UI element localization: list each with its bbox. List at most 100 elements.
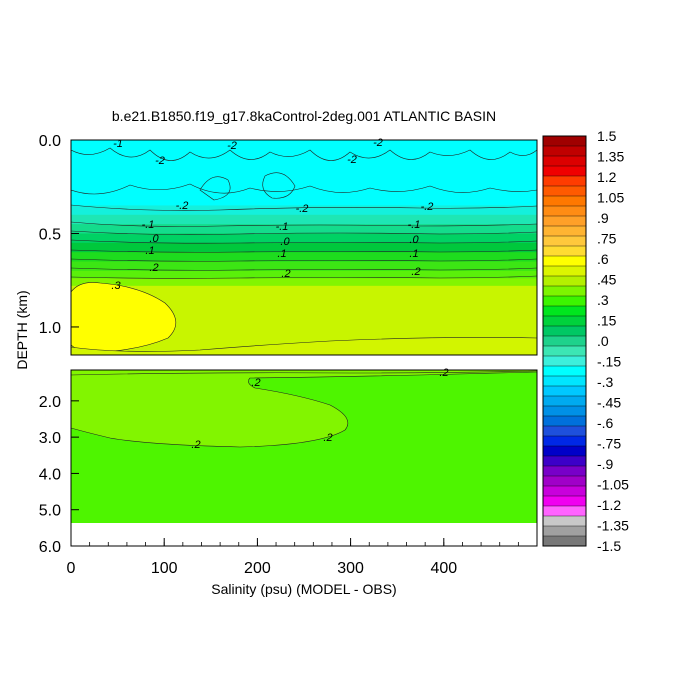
colorbar-swatch [542, 435, 587, 447]
colorbar-swatch [542, 245, 587, 257]
colorbar-swatch [542, 135, 587, 147]
y-axis-label: DEPTH (km) [14, 290, 30, 369]
x-tick-label: 100 [151, 560, 178, 577]
band-5 [71, 242, 537, 253]
contour-label: -2 [373, 137, 383, 149]
contour-line [71, 204, 537, 211]
region-light-green-tongue [71, 370, 537, 448]
colorbar-label: .15 [597, 313, 617, 329]
contour-label: -.2 [296, 203, 309, 215]
contour-label: .2 [281, 268, 290, 280]
upper-panel-contours [71, 147, 537, 279]
contour-line [71, 230, 537, 235]
contour-line [71, 183, 537, 195]
colorbar-swatch [542, 175, 587, 187]
colorbar-label: -1.2 [597, 497, 621, 513]
colorbar-swatch [542, 425, 587, 437]
colorbar-label: -.3 [597, 374, 614, 390]
x-tick-label: 400 [430, 560, 457, 577]
contour-label: -.1 [408, 219, 421, 231]
contour-label: -2 [347, 154, 357, 166]
contour-line [262, 172, 296, 199]
colorbar-swatch [542, 205, 587, 217]
colorbar-label: .3 [597, 292, 609, 308]
colorbar-label: -1.35 [597, 518, 629, 534]
contour-label: -.2 [176, 200, 189, 212]
colorbar-label: .75 [597, 231, 617, 247]
colorbar-label: -.15 [597, 354, 621, 370]
colorbar: 1.5 1.35 1.2 1.05 .9 .75 .6 .45 .3 .15 .0 -.15 -.3 -.… [542, 128, 629, 554]
x-axis: 0 100 200 300 400 [67, 538, 457, 577]
colorbar-swatch [542, 285, 587, 297]
contour-label: .0 [149, 233, 159, 245]
y-tick-label: 4.0 [39, 466, 61, 483]
colorbar-swatch [542, 375, 587, 387]
contour-label: .2 [149, 262, 158, 274]
colorbar-swatch [542, 415, 587, 427]
colorbar-label: 1.5 [597, 128, 617, 144]
colorbar-swatch [542, 305, 587, 317]
y-axis-lower: 2.0 3.0 4.0 5.0 6.0 [39, 394, 79, 556]
colorbar-label: 1.2 [597, 169, 617, 185]
colorbar-swatch [542, 515, 587, 527]
colorbar-swatch [542, 255, 587, 267]
band-9 [71, 278, 537, 287]
colorbar-label: -.6 [597, 415, 614, 431]
contour-line [199, 176, 231, 201]
chart-title: b.e21.B1850.f19_g17.8kaControl-2deg.001 … [112, 108, 496, 124]
colorbar-swatch [542, 265, 587, 277]
colorbar-swatch [542, 275, 587, 287]
contour-label: -2 [227, 140, 237, 152]
y-tick-label: 6.0 [39, 539, 61, 556]
contour-line [71, 221, 537, 227]
colorbar-swatch [542, 535, 587, 547]
upper-contour-labels: -1-2-2-2-2-.2 -.2 -.2-.1 -.1 -.1.0.0.0.1.1.1… [111, 137, 433, 292]
contour-label: .3 [111, 280, 121, 292]
colorbar-swatch [542, 325, 587, 337]
colorbar-label: 1.35 [597, 149, 624, 165]
y-tick-label: 1.0 [39, 320, 61, 337]
colorbar-frame [542, 135, 587, 547]
band-4 [71, 233, 537, 244]
y-tick-label: 5.0 [39, 503, 61, 520]
colorbar-swatch [542, 405, 587, 417]
contour-label: -.2 [421, 201, 434, 213]
contour-line [71, 267, 537, 271]
contour-label: .2 [251, 377, 260, 389]
colorbar-swatch [542, 315, 587, 327]
colorbar-swatch [542, 295, 587, 307]
colorbar-swatch [542, 185, 587, 197]
colorbar-swatch [542, 505, 587, 517]
x-axis-label: Salinity (psu) (MODEL - OBS) [211, 581, 396, 597]
band-3 [71, 224, 537, 234]
colorbar-label: .45 [597, 272, 617, 288]
y-tick-label: 0.5 [39, 226, 61, 243]
colorbar-swatch [542, 365, 587, 377]
band-8 [71, 270, 537, 279]
x-tick-label: 300 [337, 560, 364, 577]
colorbar-label: .6 [597, 251, 609, 267]
lower-panel: .2 .2 .2 .2 [70, 367, 538, 547]
contour-label: .2 [411, 266, 420, 278]
colorbar-swatch [542, 145, 587, 157]
band-2 [71, 214, 537, 225]
colorbar-swatch [542, 495, 587, 507]
contour-label: -.1 [142, 219, 155, 231]
colorbar-swatch [542, 215, 587, 227]
colorbar-swatch [542, 395, 587, 407]
colorbar-swatch [542, 475, 587, 487]
colorbar-swatch [542, 485, 587, 497]
y-tick-label: 3.0 [39, 430, 61, 447]
contour-line [71, 275, 537, 279]
contour-label: .1 [145, 245, 154, 257]
upper-panel: -1-2-2-2-2-.2 -.2 -.2-.1 -.1 -.1.0.0.0.1.1.1… [70, 137, 538, 356]
x-minor-ticks [70, 542, 538, 546]
colorbar-swatch [542, 235, 587, 247]
colorbar-swatch [542, 225, 587, 237]
colorbar-label: -1.05 [597, 477, 629, 493]
contour-label: .1 [277, 248, 286, 260]
colorbar-swatch [542, 445, 587, 457]
colorbar-swatch [542, 455, 587, 467]
colorbar-swatch [542, 345, 587, 357]
